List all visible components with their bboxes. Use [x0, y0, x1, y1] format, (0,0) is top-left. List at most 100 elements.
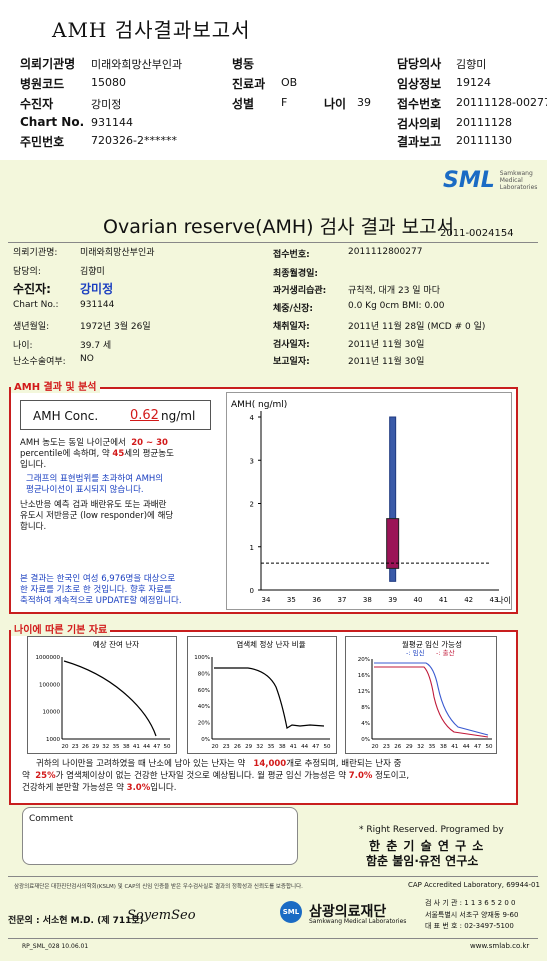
amh-conc-unit: ng/ml: [161, 409, 196, 423]
normal-x-tick-label: 23: [223, 744, 230, 750]
normal-x-tick-label: 29: [245, 744, 252, 750]
normal-y-tick-label: 60%: [198, 688, 210, 694]
amh-paragraph-1: AMH 농도는 동일 나이군에서 20 ~ 30 percentile에 속하며…: [20, 438, 225, 471]
normal-egg-ratio-chart: 염색체 정상 난자 비율 100% 80% 60% 40% 20% 0%20 23 26 29 32…: [194, 639, 331, 750]
amh-y-tick-label: 3: [250, 457, 254, 465]
info-body-value: 0.0 Kg 0cm BMI: 0.00: [348, 301, 445, 311]
amh-y-tick-label: 0: [250, 587, 254, 595]
footer-bottom-divider: [8, 938, 538, 939]
rights-lab-2: 함춘 불임·유전 연구소: [366, 854, 479, 868]
info-report-label: 보고일자:: [273, 357, 310, 367]
sum-eggs: 14,000: [253, 759, 287, 769]
eggs-x-tick-label: 44: [143, 744, 150, 750]
preg-legend-2: -: 출산: [436, 648, 455, 657]
info-test-value: 2011년 11월 30일: [348, 340, 425, 350]
amh-x-tick-label: 35: [287, 596, 296, 604]
preg-y-tick-label: 16%: [358, 673, 370, 679]
preg-curve-birth: [374, 666, 489, 738]
sum-normal: 25%: [35, 771, 56, 781]
eggs-x-tick-label: 32: [102, 744, 109, 750]
info-surgery-label: 난소수술여부:: [13, 357, 66, 367]
preg-x-tick-label: 41: [451, 744, 458, 750]
value-receipt-no: 20111128-00277: [456, 96, 547, 109]
age-section-title: 나이에 따른 기본 자료: [11, 621, 111, 636]
preg-y-tick-label: 4%: [361, 721, 370, 727]
eggs-x-tick-label: 29: [92, 744, 99, 750]
amh-x-tick-label: 40: [414, 596, 423, 604]
footer-addr1: 검 사 기 관 : 1 1 3 6 5 2 0 0: [425, 899, 516, 907]
label-age: 나이: [324, 97, 347, 111]
normal-x-tick-label: 32: [256, 744, 263, 750]
sum-1c: 개로 추정되며, 배란되는 난자 중: [286, 759, 402, 769]
info-receipt-label: 접수번호:: [273, 250, 310, 260]
amh-x-tick-label: 37: [338, 596, 347, 604]
preg-x-tick-label: 35: [429, 744, 436, 750]
amh-paragraph-4: 본 결과는 한국인 여성 6,976명을 대상으로 한 자료를 기초로 한 것입…: [20, 574, 230, 607]
normal-y-tick-label: 20%: [198, 721, 210, 727]
sum-1a: 귀하의 나이만을 고려하였을 때 난소에 남아 있는 난자는 약: [36, 759, 246, 769]
eggs-x-tick-label: 50: [164, 744, 171, 750]
value-hospital: 미래와희망산부인과: [91, 58, 183, 71]
info-chart-value: 931144: [80, 300, 115, 310]
sum-2e: 정도이고,: [375, 771, 410, 781]
footer-addr2: 서울특별시 서초구 양재동 9-60: [425, 911, 519, 919]
amh-p4-a: 본 결과는 한국인 여성 6,976명을 대상으로: [20, 574, 176, 584]
eggs-x-tick-label: 35: [113, 744, 120, 750]
sum-2c: 가 염색체이상이 없는 건강한 난자일 것으로 예상됩니다. 월 평균 임신 가…: [55, 771, 347, 781]
info-birth-value: 1972년 3월 26일: [80, 322, 151, 332]
eggs-y-tick-label: 10000: [43, 710, 61, 716]
sml-sub3: Laboratories: [499, 184, 538, 191]
eggs-x-tick-label: 23: [72, 744, 79, 750]
info-patient-value: 강미정: [80, 282, 114, 296]
label-patient: 수진자: [20, 97, 54, 111]
amh-p3-c: 합니다.: [20, 522, 47, 532]
preg-x-tick-label: 50: [486, 744, 493, 750]
eggs-x-tick-label: 41: [133, 744, 140, 750]
info-receipt-value: 2011112800277: [348, 247, 423, 257]
footer-org-en: Samkwang Medical Laboratories: [309, 918, 407, 925]
sml-logo: SML Samkwang Medical Laboratories: [443, 168, 537, 193]
report-title: Ovarian reserve(AMH) 검사 결과 보고서: [103, 216, 455, 238]
value-department: OB: [281, 76, 298, 89]
info-cycle-label: 과거생리습관:: [273, 286, 327, 296]
info-body-label: 체중/신장:: [273, 304, 314, 314]
rights-lab-1: 한 춘 기 술 연 구 소: [369, 839, 485, 853]
report-doc-no: 2011-0024154: [440, 228, 514, 239]
normal-x-tick-label: 26: [234, 744, 241, 750]
amh-chart-frame: AMH( ng/ml) 0 1 2 3 4 34 35 36 37 38 39 40 41 42 43 나이: [226, 392, 512, 610]
amh-paragraph-2: 그래프의 표현범위를 초과하여 AMH의 평균나이선이 표시되지 않습니다.: [26, 474, 226, 496]
amh-p3-a: 난소반응 예측 검과 배란유도 또는 과배란: [20, 500, 167, 510]
label-doctor: 담당의사: [397, 57, 442, 71]
amh-x-tick-label: 39: [388, 596, 397, 604]
info-collect-label: 채취일자:: [273, 322, 310, 332]
footer-doctor: 전문의 : 서소현 M.D. (제 711호): [8, 916, 144, 926]
amh-y-tick-label: 1: [250, 544, 254, 552]
normal-curve: [214, 667, 325, 729]
normal-y-tick-label: 40%: [198, 704, 210, 710]
amh-section-title: AMH 결과 및 분석: [11, 378, 100, 393]
value-age: 39: [357, 96, 371, 109]
rights-line: * Right Reserved. Programed by: [359, 825, 504, 835]
preg-x-tick-label: 23: [383, 744, 390, 750]
footer-url[interactable]: www.smlab.co.kr: [470, 942, 530, 950]
footer-cap: CAP Accredited Laboratory, 69944-01: [408, 881, 540, 889]
normal-title: 염색체 정상 난자 비율: [236, 639, 305, 649]
amh-x-tick-label: 38: [363, 596, 372, 604]
info-lmp-label: 최종월경일:: [273, 269, 318, 279]
comment-box[interactable]: Comment: [22, 807, 298, 865]
value-chart-no: 931144: [91, 116, 133, 129]
preg-y-tick-label: 20%: [358, 657, 370, 663]
footer-addr3: 대 표 번 호 : 02-3497-5100: [425, 922, 514, 930]
amh-iqr-box: [386, 518, 400, 569]
org-logo-icon: SML: [280, 901, 302, 923]
amh-p2-a: 그래프의 표현범위를 초과하여 AMH의: [26, 474, 164, 484]
sum-3c: 입니다.: [150, 783, 177, 793]
value-report-date: 20111130: [456, 134, 512, 147]
eggs-x-tick-label: 38: [123, 744, 130, 750]
amh-p3-b: 유도시 저반응군 (low responder)에 해당: [20, 511, 174, 521]
label-resident-no: 주민번호: [20, 135, 65, 149]
sml-sub1: Samkwang: [499, 170, 533, 177]
preg-x-tick-label: 44: [463, 744, 470, 750]
label-clinical-info: 임상정보: [397, 77, 442, 91]
info-test-label: 검사일자:: [273, 340, 310, 350]
